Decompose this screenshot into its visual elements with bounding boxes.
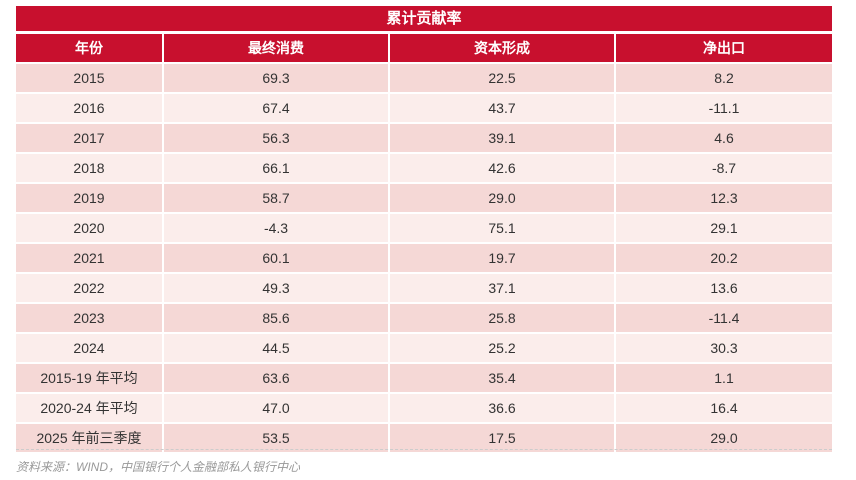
table-row: 2017 56.3 39.1 4.6 (16, 124, 832, 152)
cell-consumption: 69.3 (162, 64, 388, 92)
cell-net-export: 1.1 (614, 364, 832, 392)
cell-capital: 42.6 (388, 154, 614, 182)
cell-net-export: 29.1 (614, 214, 832, 242)
cell-consumption: 56.3 (162, 124, 388, 152)
cell-capital: 75.1 (388, 214, 614, 242)
cell-capital: 22.5 (388, 64, 614, 92)
cell-net-export: 8.2 (614, 64, 832, 92)
cell-net-export: 4.6 (614, 124, 832, 152)
header-consumption: 最终消费 (162, 34, 388, 62)
cell-capital: 35.4 (388, 364, 614, 392)
cell-capital: 37.1 (388, 274, 614, 302)
table-row: 2020-24 年平均 47.0 36.6 16.4 (16, 394, 832, 422)
cell-capital: 29.0 (388, 184, 614, 212)
cell-year: 2016 (16, 94, 162, 122)
cell-net-export: 12.3 (614, 184, 832, 212)
cell-consumption: 53.5 (162, 424, 388, 452)
cell-year: 2018 (16, 154, 162, 182)
cell-year: 2015 (16, 64, 162, 92)
header-year: 年份 (16, 34, 162, 62)
header-row: 年份 最终消费 资本形成 净出口 (16, 34, 832, 62)
cell-consumption: 58.7 (162, 184, 388, 212)
cell-year: 2022 (16, 274, 162, 302)
cell-consumption: 49.3 (162, 274, 388, 302)
cell-net-export: 20.2 (614, 244, 832, 272)
cell-consumption: 47.0 (162, 394, 388, 422)
table-row: 2024 44.5 25.2 30.3 (16, 334, 832, 362)
cell-year: 2017 (16, 124, 162, 152)
cell-year: 2015-19 年平均 (16, 364, 162, 392)
cell-year: 2021 (16, 244, 162, 272)
cell-capital: 19.7 (388, 244, 614, 272)
cell-capital: 25.8 (388, 304, 614, 332)
contribution-table-panel: 累计贡献率 年份 最终消费 资本形成 净出口 2015 69.3 22.5 8.2 20… (16, 6, 832, 454)
cell-capital: 17.5 (388, 424, 614, 452)
cell-capital: 39.1 (388, 124, 614, 152)
table-divider (16, 449, 832, 450)
table-row: 2022 49.3 37.1 13.6 (16, 274, 832, 302)
table-row: 2016 67.4 43.7 -11.1 (16, 94, 832, 122)
table-row: 2019 58.7 29.0 12.3 (16, 184, 832, 212)
cell-net-export: -11.4 (614, 304, 832, 332)
cell-year: 2019 (16, 184, 162, 212)
cell-net-export: -8.7 (614, 154, 832, 182)
cell-year: 2020-24 年平均 (16, 394, 162, 422)
table-row: 2023 85.6 25.8 -11.4 (16, 304, 832, 332)
header-net-export: 净出口 (614, 34, 832, 62)
table-row: 2021 60.1 19.7 20.2 (16, 244, 832, 272)
cell-consumption: 67.4 (162, 94, 388, 122)
cell-capital: 43.7 (388, 94, 614, 122)
cell-consumption: 44.5 (162, 334, 388, 362)
cell-year: 2024 (16, 334, 162, 362)
cell-consumption: -4.3 (162, 214, 388, 242)
cell-net-export: 29.0 (614, 424, 832, 452)
cell-consumption: 60.1 (162, 244, 388, 272)
table-row: 2015 69.3 22.5 8.2 (16, 64, 832, 92)
table-body: 2015 69.3 22.5 8.2 2016 67.4 43.7 -11.1 2017 56.3… (16, 64, 832, 452)
header-capital: 资本形成 (388, 34, 614, 62)
cell-year: 2020 (16, 214, 162, 242)
table-row: 2025 年前三季度 53.5 17.5 29.0 (16, 424, 832, 452)
contribution-table: 年份 最终消费 资本形成 净出口 2015 69.3 22.5 8.2 2016 67.4… (16, 32, 832, 454)
cell-net-export: 16.4 (614, 394, 832, 422)
table-row: 2020 -4.3 75.1 29.1 (16, 214, 832, 242)
cell-consumption: 85.6 (162, 304, 388, 332)
cell-year: 2023 (16, 304, 162, 332)
table-title: 累计贡献率 (16, 6, 832, 31)
source-note: 资料来源：WIND，中国银行个人金融部私人银行中心 (16, 460, 300, 474)
cell-consumption: 63.6 (162, 364, 388, 392)
cell-capital: 25.2 (388, 334, 614, 362)
table-row: 2015-19 年平均 63.6 35.4 1.1 (16, 364, 832, 392)
cell-net-export: -11.1 (614, 94, 832, 122)
cell-net-export: 30.3 (614, 334, 832, 362)
cell-consumption: 66.1 (162, 154, 388, 182)
table-row: 2018 66.1 42.6 -8.7 (16, 154, 832, 182)
cell-year: 2025 年前三季度 (16, 424, 162, 452)
cell-net-export: 13.6 (614, 274, 832, 302)
cell-capital: 36.6 (388, 394, 614, 422)
